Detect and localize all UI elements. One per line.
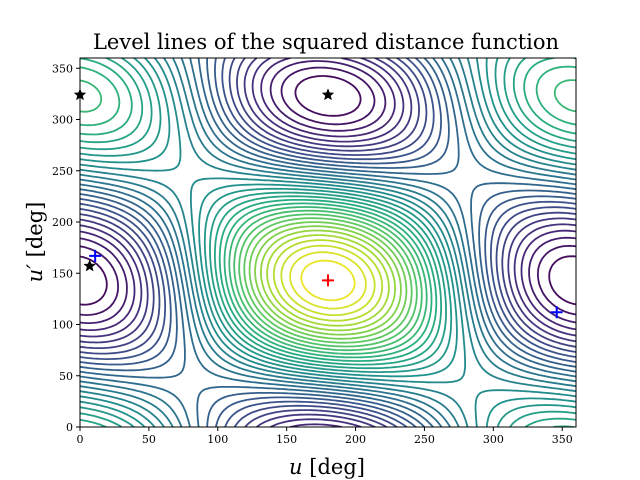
x-tick-label: 50 — [142, 433, 156, 446]
marker-saddle-1 — [321, 88, 335, 101]
marker-critical-2 — [550, 306, 563, 319]
contour-level — [243, 217, 413, 344]
y-tick-label: 100 — [52, 319, 73, 332]
contour-lines — [80, 58, 576, 427]
y-tick-label: 350 — [52, 62, 73, 75]
contour-level — [80, 58, 576, 427]
contour-level — [80, 75, 576, 306]
y-tick-label: 50 — [59, 370, 73, 383]
contour-level — [260, 229, 396, 332]
contour-level — [80, 58, 576, 427]
chart-title: Level lines of the squared distance func… — [93, 30, 559, 54]
x-tick-label: 150 — [276, 433, 297, 446]
x-axis-ticks: 0 50 100 150 200 250 300 350 — [77, 427, 573, 446]
contour-level — [233, 209, 423, 352]
x-axis-unit: [deg] — [303, 455, 365, 479]
contour-level — [80, 58, 576, 427]
contour-level — [80, 58, 576, 427]
contour-level — [80, 58, 576, 427]
y-tick-label: 200 — [52, 216, 73, 229]
contour-level — [272, 239, 384, 322]
contour-level — [80, 58, 576, 427]
marker-saddle-3 — [83, 259, 97, 272]
x-axis-variable: u — [289, 455, 303, 479]
contour-level — [300, 259, 356, 302]
y-axis-ticks: 0 50 100 150 200 250 300 350 — [52, 62, 80, 434]
y-axis-unit: [deg] — [23, 202, 47, 264]
contour-level — [80, 58, 576, 427]
contour-level — [80, 58, 576, 427]
x-tick-label: 100 — [207, 433, 228, 446]
x-tick-label: 200 — [345, 433, 366, 446]
x-tick-label: 350 — [552, 433, 573, 446]
contour-level — [80, 79, 576, 355]
y-tick-label: 250 — [52, 165, 73, 178]
y-tick-label: 150 — [52, 267, 73, 280]
contour-level — [80, 58, 576, 427]
contour-level — [266, 234, 390, 327]
contour-level — [80, 66, 576, 316]
contour-level — [80, 65, 576, 359]
contour-level — [80, 58, 576, 427]
contour-level — [248, 221, 408, 340]
x-axis-label: u [deg] — [289, 455, 365, 479]
x-tick-label: 0 — [77, 433, 84, 446]
marker-critical-1 — [89, 249, 102, 262]
y-tick-label: 300 — [52, 114, 73, 127]
y-axis-variable: u′ — [23, 264, 47, 283]
contour-level — [238, 213, 418, 348]
x-tick-label: 300 — [483, 433, 504, 446]
marker-minimum — [322, 274, 334, 287]
plot-frame — [79, 57, 577, 428]
y-tick-label: 0 — [66, 421, 73, 434]
contour-level — [80, 58, 576, 427]
markers — [73, 88, 563, 319]
contour-level — [254, 225, 402, 336]
contour-level — [80, 58, 576, 427]
contour-level — [80, 58, 576, 427]
contour-level — [280, 244, 376, 316]
x-tick-label: 250 — [414, 433, 435, 446]
y-axis-label: u′ [deg] — [23, 202, 47, 283]
contour-level — [289, 251, 367, 310]
contour-level — [80, 58, 576, 427]
contour-level — [80, 58, 576, 427]
